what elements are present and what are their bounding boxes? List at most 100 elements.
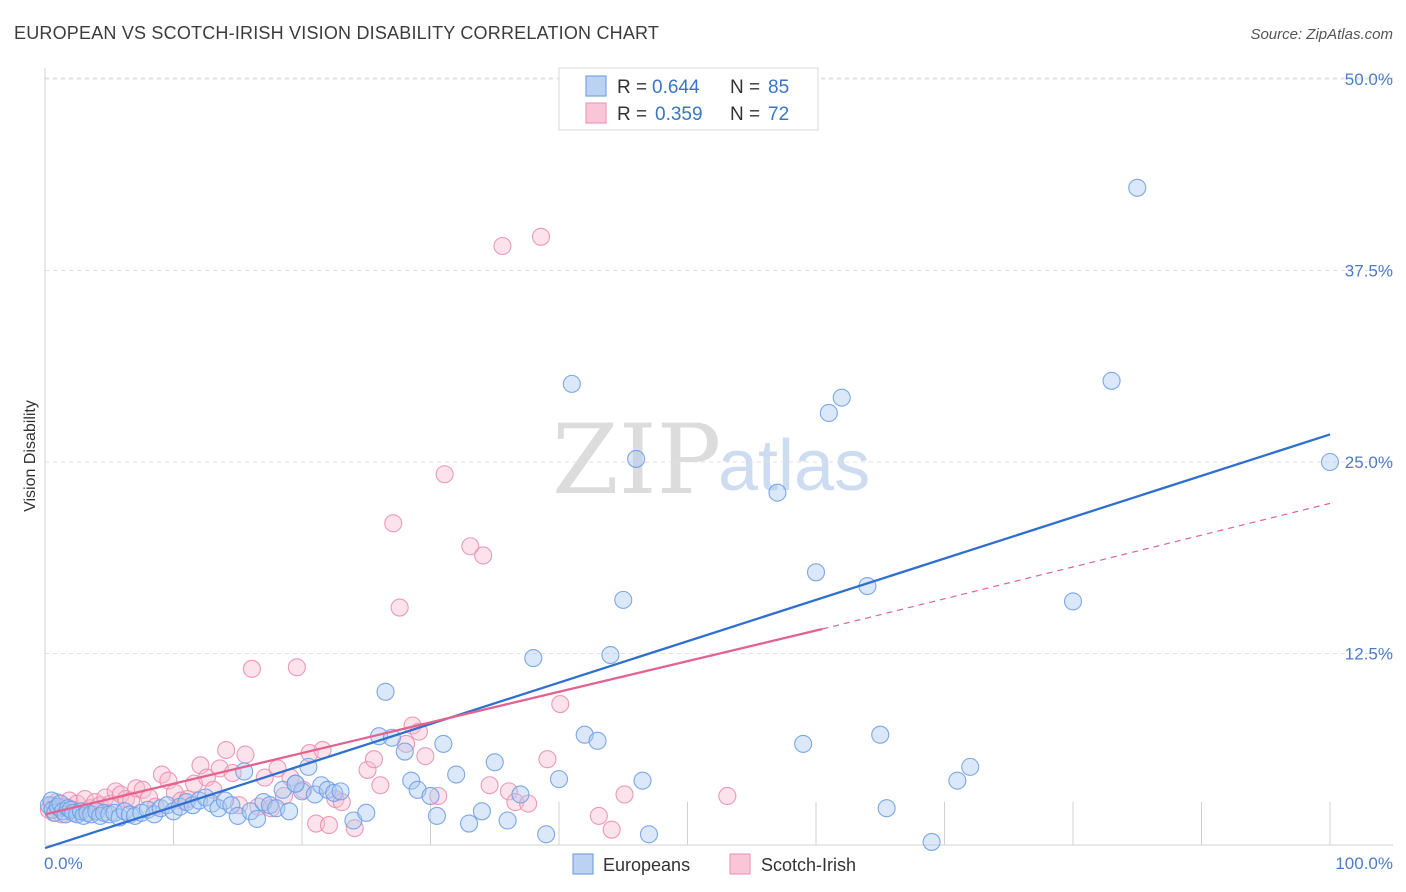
europeans-point xyxy=(357,803,376,822)
europeans-point xyxy=(633,771,652,790)
watermark-zip: ZIP xyxy=(552,404,721,516)
watermark: ZIP atlas xyxy=(552,404,870,516)
europeans-point xyxy=(948,771,967,790)
europeans-point xyxy=(421,786,440,806)
europeans-point xyxy=(511,785,530,804)
x-tick-marks xyxy=(173,802,1331,845)
scotch-irish-point xyxy=(589,806,608,825)
scotch-irish-point xyxy=(461,537,480,556)
scotch-irish-point xyxy=(217,740,236,760)
stats-legend: R = 0.644 N = 85 R = 0.359 N = 72 xyxy=(558,67,819,131)
scotch-irish-point xyxy=(531,227,551,246)
europeans-point xyxy=(806,563,826,582)
scotch-irish-point xyxy=(499,782,518,801)
scotch-irish-point xyxy=(345,819,364,838)
scotch-irish-trend-line xyxy=(44,627,823,816)
series-scotch-irish-points xyxy=(39,227,737,839)
europeans-point xyxy=(498,811,517,830)
scotch-irish-point xyxy=(371,776,390,795)
scotch-irish-point xyxy=(718,786,737,806)
europeans-point xyxy=(524,649,543,668)
europeans-point xyxy=(247,809,267,829)
europeans-point xyxy=(639,825,659,844)
europeans-point xyxy=(627,449,646,468)
europeans-trend-line xyxy=(44,433,1331,850)
scotch-irish-point xyxy=(236,745,255,764)
scotch-irish-point xyxy=(602,820,621,839)
europeans-point xyxy=(286,774,305,793)
europeans-point xyxy=(614,590,633,609)
scotch-irish-point xyxy=(480,776,499,795)
europeans-point xyxy=(819,403,838,423)
europeans-point xyxy=(922,832,941,851)
europeans-point xyxy=(537,825,556,844)
europeans-point xyxy=(601,645,620,665)
europeans-point xyxy=(447,765,466,784)
scotch-irish-point xyxy=(319,816,339,835)
y-tick-label: 50.0% xyxy=(1345,70,1393,89)
series-europeans-points xyxy=(39,178,1340,851)
europeans-point xyxy=(794,734,813,753)
scotch-irish-point xyxy=(493,236,512,256)
europeans-point xyxy=(562,374,581,393)
y-tick-labels: 12.5% 25.0% 37.5% 50.0% xyxy=(1345,70,1393,664)
legend-n-value-europeans: 85 xyxy=(768,77,789,98)
scotch-irish-point xyxy=(551,695,570,714)
europeans-point xyxy=(1102,371,1121,390)
legend-swatch-europeans xyxy=(585,75,607,97)
trend-lines xyxy=(44,433,1331,850)
legend-r-label-europeans: R = xyxy=(617,77,647,98)
europeans-point xyxy=(588,731,607,750)
x-tick-label-max: 100.0% xyxy=(1335,854,1393,873)
europeans-point xyxy=(376,682,395,701)
scotch-irish-point xyxy=(287,658,306,677)
scotch-irish-point xyxy=(242,659,261,678)
legend-n-value-scotch-irish: 72 xyxy=(768,104,789,125)
europeans-point xyxy=(1320,452,1340,472)
scotch-irish-point xyxy=(615,785,634,804)
europeans-point xyxy=(325,783,344,802)
europeans-point xyxy=(427,806,446,825)
europeans-point xyxy=(549,770,569,789)
europeans-point xyxy=(1063,592,1083,611)
europeans-point xyxy=(241,802,260,821)
scotch-irish-point xyxy=(474,546,493,565)
europeans-point xyxy=(871,725,890,744)
europeans-point xyxy=(1128,178,1147,197)
legend-r-label-scotch-irish: R = xyxy=(617,104,647,125)
y-tick-label: 25.0% xyxy=(1345,453,1393,472)
europeans-point xyxy=(434,734,453,753)
europeans-point xyxy=(832,388,851,407)
europeans-point xyxy=(331,782,350,801)
bottom-legend-label-scotch-irish: Scotch-Irish xyxy=(761,855,856,875)
europeans-point xyxy=(459,814,479,833)
europeans-point xyxy=(768,483,787,502)
legend-r-value-scotch-irish: 0.359 xyxy=(655,104,703,125)
scotch-irish-point xyxy=(538,750,557,769)
bottom-legend-label-europeans: Europeans xyxy=(603,855,690,875)
watermark-atlas: atlas xyxy=(718,426,870,506)
x-tick-label-min: 0.0% xyxy=(44,854,83,873)
scotch-irish-point xyxy=(358,760,377,779)
y-tick-label: 37.5% xyxy=(1345,262,1393,281)
europeans-point xyxy=(485,753,504,772)
europeans-point xyxy=(472,802,491,821)
legend-swatch-scotch-irish xyxy=(585,102,607,124)
scotch-irish-point xyxy=(435,465,454,484)
grid-lines xyxy=(45,77,1393,846)
series-legend: Europeans Scotch-Irish xyxy=(572,853,856,875)
scotch-irish-trend-extrapolation xyxy=(822,502,1331,630)
scotch-irish-point xyxy=(519,794,538,813)
y-axis-label: Vision Disability xyxy=(22,400,39,512)
legend-n-label-europeans: N = xyxy=(730,77,760,98)
europeans-point xyxy=(402,771,421,790)
europeans-point xyxy=(215,791,234,810)
scotch-irish-point xyxy=(416,747,435,766)
scotch-irish-point xyxy=(364,750,384,769)
legend-n-label-scotch-irish: N = xyxy=(730,104,760,125)
scotch-irish-point xyxy=(390,598,409,617)
europeans-point xyxy=(961,757,980,776)
scotch-irish-point xyxy=(384,514,403,533)
bottom-legend-swatch-scotch-irish xyxy=(729,853,751,875)
